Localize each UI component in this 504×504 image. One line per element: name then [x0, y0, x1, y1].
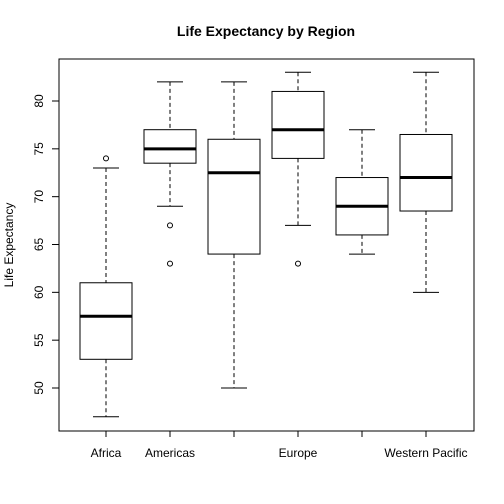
box-4 [271, 71, 325, 267]
outlier-point [103, 155, 109, 162]
x-axis: Africa Americas Europe Western Pacific [91, 430, 468, 460]
y-axis-label: Life Expectancy [2, 203, 16, 288]
outlier-point [167, 222, 173, 229]
chart-title: Life Expectancy by Region [177, 23, 355, 39]
x-tick-label: Africa [91, 446, 122, 460]
box-rect [271, 90, 325, 159]
y-tick-label: 60 [32, 285, 46, 299]
boxes-group [79, 71, 453, 418]
box-rect [207, 138, 261, 255]
plot-frame [58, 58, 475, 432]
y-tick-label: 50 [32, 381, 46, 395]
y-tick-label: 80 [32, 94, 46, 108]
box-6 [399, 71, 453, 293]
outlier-point [295, 260, 301, 267]
y-axis: 50 55 60 65 70 75 80 [32, 94, 60, 395]
box-rect [143, 129, 197, 164]
y-tick-label: 70 [32, 190, 46, 204]
box-2 [143, 81, 197, 267]
x-tick-label: Western Pacific [384, 446, 467, 460]
x-tick-label: Europe [279, 446, 318, 460]
box-rect [79, 282, 133, 360]
y-tick-label: 55 [32, 333, 46, 347]
box-5 [335, 129, 389, 255]
outlier-point [167, 260, 173, 267]
box-1 [79, 155, 133, 418]
box-3 [207, 81, 261, 389]
x-tick-label: Americas [145, 446, 195, 460]
y-tick-label: 75 [32, 142, 46, 156]
box-rect [399, 133, 453, 212]
y-tick-label: 65 [32, 238, 46, 252]
